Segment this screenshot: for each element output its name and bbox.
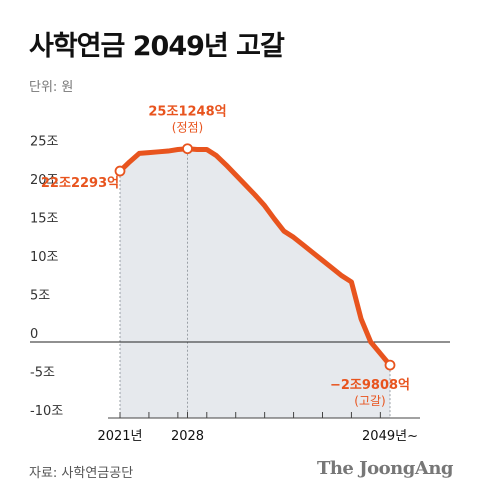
y-tick-label: 25조 [30, 135, 59, 150]
annotation-sub-label: (정점) [172, 121, 203, 135]
annotation-sub-label: (고갈) [354, 394, 385, 408]
y-tick-label: 15조 [30, 212, 59, 227]
annotation-label: 25조1248억 [148, 105, 226, 120]
x-tick-label: 2021년 [97, 429, 142, 444]
y-tick-label: 0 [30, 327, 38, 342]
brand-logo: The JoongAng [316, 458, 454, 479]
annotation-label: 22조2293억 [41, 176, 119, 191]
y-tick-label: -5조 [30, 366, 55, 381]
annotation-label: −2조9808억 [330, 378, 410, 393]
y-tick-label: 5조 [30, 289, 50, 304]
y-tick-label: 10조 [30, 250, 59, 265]
y-tick-label: 20조 [30, 173, 59, 188]
data-point [384, 359, 396, 371]
data-point [182, 143, 193, 155]
x-tick-label: 2049년~ [362, 429, 418, 444]
series-line [117, 146, 393, 368]
x-tick-label: 2028 [171, 429, 204, 444]
y-tick-label: -10조 [30, 404, 63, 419]
chart-title: 사학연금 2049년 고갈 [29, 31, 285, 62]
source-label: 자료: 사학연금공단 [29, 466, 134, 481]
data-point [114, 165, 126, 177]
unit-label: 단위: 원 [29, 80, 74, 95]
